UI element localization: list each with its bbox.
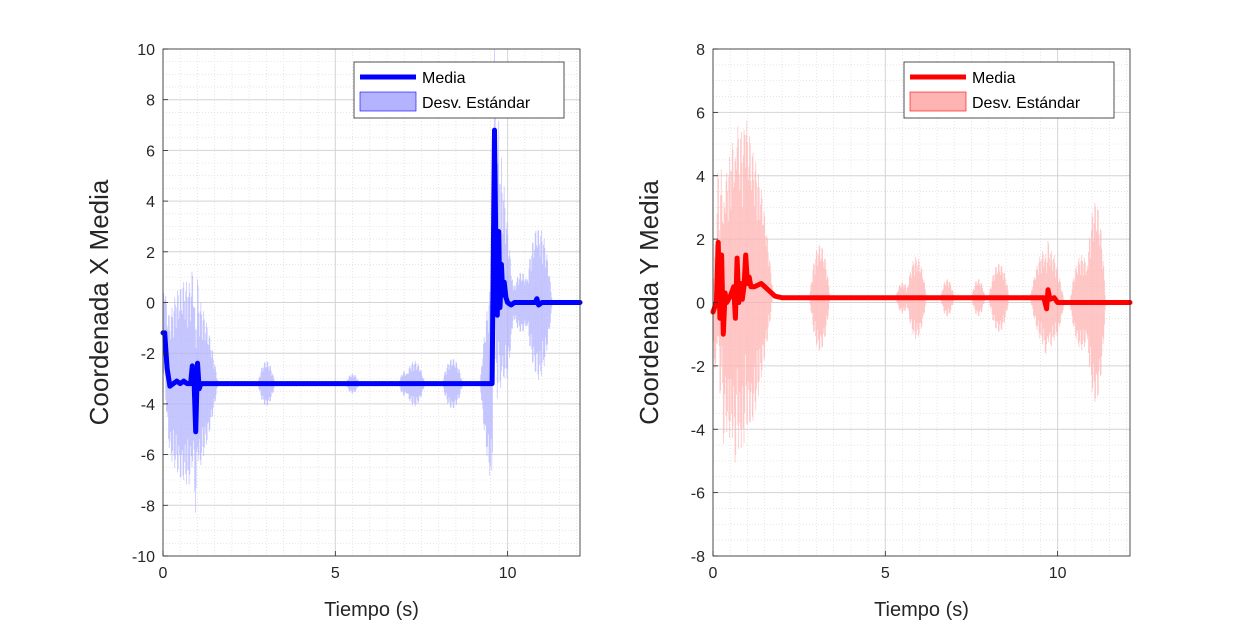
y-tick-label: 0 [696, 296, 705, 313]
y-tick-label: -2 [141, 346, 155, 363]
chart-2: 0 5 10 -8 -6 -4 -2 0 2 4 6 8 Tiempo (s) Coordenada Y … [634, 42, 1133, 621]
legend: Media Desv. Estándar [353, 61, 565, 119]
y-tick-label: -4 [691, 422, 705, 439]
y-tick-label: 8 [146, 93, 155, 110]
y-tick-label: -6 [691, 486, 705, 503]
legend-label-std: Desv. Estándar [422, 95, 531, 112]
minor-grid [163, 49, 580, 556]
y-axis-label: Coordenada X Media [84, 179, 114, 425]
mean-line [160, 127, 583, 435]
x-axis-label: Tiempo (s) [874, 599, 969, 621]
y-tick-label: -8 [141, 498, 155, 515]
y-tick-label: 4 [696, 169, 705, 186]
x-tick-label: 5 [331, 565, 340, 582]
y-tick-label: 6 [146, 143, 155, 160]
y-tick-label: 0 [146, 296, 155, 313]
legend-label-std: Desv. Estándar [972, 95, 1081, 112]
legend-label-mean: Media [422, 70, 466, 87]
x-tick-label: 5 [881, 565, 890, 582]
x-axis-label: Tiempo (s) [324, 599, 419, 621]
y-tick-label: -4 [141, 397, 155, 414]
y-tick-label: -8 [691, 549, 705, 566]
y-tick-label: -6 [141, 448, 155, 465]
y-tick-label: -2 [691, 359, 705, 376]
y-axis-label: Coordenada Y Media [634, 180, 664, 425]
x-tick-label: 10 [1049, 565, 1067, 582]
mean-line [710, 239, 1133, 337]
chart-1: 0 5 10 -10 -8 -6 -4 -2 0 2 4 6 8 10 Tiempo (s) Coordena… [84, 42, 583, 621]
legend-swatch-std [909, 91, 967, 112]
y-tick-label: 4 [146, 194, 155, 211]
y-tick-label: -10 [132, 549, 155, 566]
x-tick-label: 0 [709, 565, 718, 582]
y-tick-label: 2 [146, 245, 155, 262]
x-tick-label: 0 [159, 565, 168, 582]
y-tick-label: 10 [137, 42, 155, 59]
legend-label-mean: Media [972, 70, 1016, 87]
y-tick-label: 2 [696, 232, 705, 249]
x-tick-label: 10 [499, 565, 517, 582]
y-tick-label: 6 [696, 105, 705, 122]
y-tick-label: 8 [696, 42, 705, 59]
minor-grid [713, 49, 1130, 556]
legend: Media Desv. Estándar [903, 61, 1115, 119]
legend-swatch-std [359, 91, 417, 112]
